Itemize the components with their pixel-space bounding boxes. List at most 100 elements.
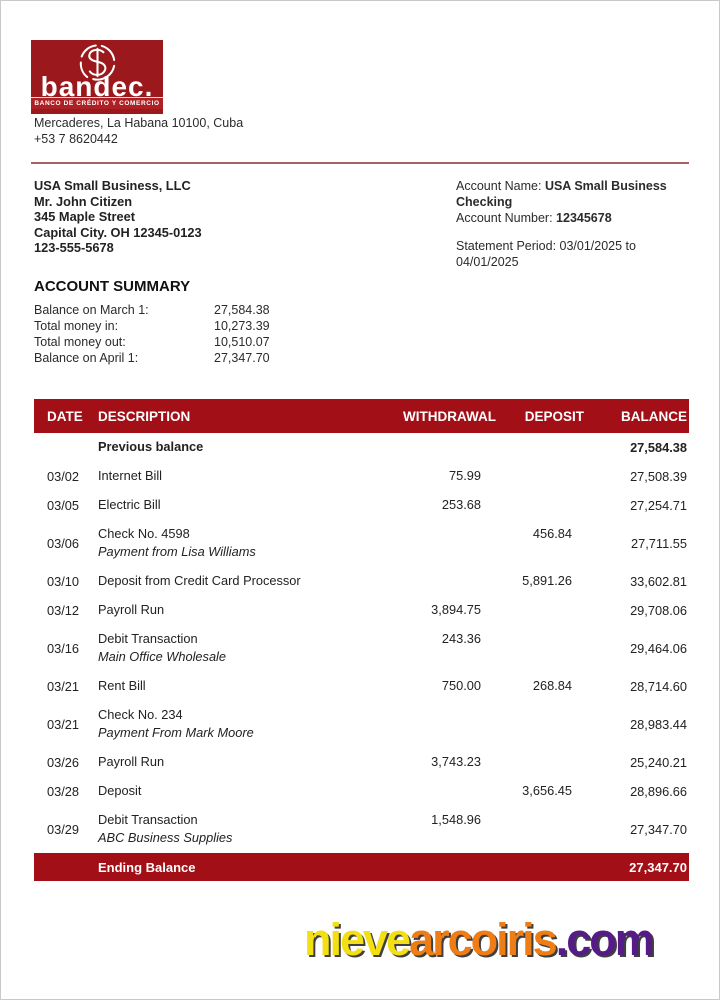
cell-balance: 27,584.38 [630, 439, 687, 455]
account-number: Account Number: 12345678 [456, 211, 612, 225]
cell-balance: 28,983.44 [630, 716, 687, 732]
transactions-header: DATE DESCRIPTION WITHDRAWAL DEPOSIT BALA… [34, 399, 689, 433]
summary-label: Balance on April 1: [34, 351, 139, 365]
cell-description-note: Main Office Wholesale [98, 649, 227, 664]
cell-deposit [496, 491, 584, 520]
cell-deposit: 3,656.45 [522, 783, 572, 798]
cell-date: 03/21 [47, 716, 80, 732]
cell-deposit: 5,891.26 [522, 573, 572, 588]
cell-description: Electric Bill [98, 497, 161, 512]
summary-value: 10,510.07 [214, 335, 270, 349]
cell-balance: 25,240.21 [630, 754, 687, 770]
cell-withdrawal: 253.68 [441, 497, 481, 512]
ending-balance-value: 27,347.70 [584, 853, 689, 881]
account-summary: Balance on March 1: 27,584.38 Total mone… [34, 302, 270, 366]
cell-date: 03/28 [47, 783, 80, 799]
cell-description: Payroll Run [98, 602, 165, 617]
cell-deposit [496, 596, 584, 625]
col-header-deposit: DEPOSIT [496, 399, 584, 433]
header-divider [31, 162, 689, 164]
cell-description: Debit Transaction Main Office Wholesale [98, 625, 366, 672]
summary-label: Total money out: [34, 335, 126, 349]
cell-date: 03/12 [47, 602, 80, 618]
cell-balance: 29,464.06 [630, 640, 687, 656]
account-info-block: Account Name: USA Small Business Checkin… [456, 178, 681, 270]
cell-balance: 29,708.06 [630, 602, 687, 618]
summary-row: Balance on April 1: 27,347.70 [34, 350, 270, 366]
bank-logo: bandec. BANCO DE CRÉDITO Y COMERCIO [31, 40, 163, 114]
table-row: 03/21 Check No. 234 Payment From Mark Mo… [34, 701, 689, 748]
table-row: 03/05 Electric Bill 253.68 27,254.71 [34, 491, 689, 520]
table-row: 03/21 Rent Bill 750.00 268.84 28,714.60 [34, 672, 689, 701]
table-row: 03/16 Debit Transaction Main Office Whol… [34, 625, 689, 672]
summary-label: Balance on March 1: [34, 303, 149, 317]
watermark-part2: arcoiris [409, 914, 558, 965]
transactions-table: DATE DESCRIPTION WITHDRAWAL DEPOSIT BALA… [34, 399, 689, 881]
summary-value: 10,273.39 [214, 319, 270, 333]
summary-row: Total money out: 10,510.07 [34, 334, 270, 350]
customer-address-line: Mr. John Citizen [34, 193, 133, 209]
cell-deposit [496, 625, 584, 672]
cell-deposit: 268.84 [532, 678, 572, 693]
table-row: 03/28 Deposit 3,656.45 28,896.66 [34, 777, 689, 806]
watermark-part1: nieve [304, 914, 411, 965]
cell-withdrawal [366, 701, 496, 748]
table-row: 03/29 Debit Transaction ABC Business Sup… [34, 806, 689, 853]
bank-phone: +53 7 8620442 [34, 132, 118, 146]
cell-description-note: Payment from Lisa Williams [98, 544, 256, 559]
cell-deposit [496, 806, 584, 853]
summary-value: 27,584.38 [214, 303, 270, 317]
cell-deposit: 456.84 [532, 526, 572, 541]
cell-description: Payroll Run [98, 754, 165, 769]
cell-withdrawal: 243.36 [441, 631, 481, 646]
cell-date: 03/29 [47, 821, 80, 837]
col-header-date: DATE [34, 399, 98, 433]
cell-balance: 33,602.81 [630, 573, 687, 589]
cell-withdrawal: 3,743.23 [431, 754, 481, 769]
summary-row: Total money in: 10,273.39 [34, 318, 270, 334]
site-watermark: nievearcoiris.com [304, 914, 655, 966]
account-name-wrap: Checking [456, 195, 513, 209]
cell-date [34, 433, 98, 462]
cell-description: Check No. 234 Payment From Mark Moore [98, 701, 366, 748]
cell-withdrawal: 3,894.75 [431, 602, 481, 617]
col-header-description: DESCRIPTION [98, 399, 366, 433]
table-row: Previous balance 27,584.38 [34, 433, 689, 462]
cell-deposit [496, 433, 584, 462]
cell-balance: 27,254.71 [630, 497, 687, 513]
col-header-balance: BALANCE [584, 399, 689, 433]
cell-description: Deposit [98, 783, 142, 798]
cell-balance: 27,711.55 [631, 535, 687, 551]
col-header-withdrawal: WITHDRAWAL [366, 399, 496, 433]
cell-balance: 27,508.39 [630, 468, 687, 484]
cell-withdrawal: 750.00 [441, 678, 481, 693]
cell-withdrawal: 75.99 [448, 468, 481, 483]
customer-address-line: Capital City. OH 12345-0123 [34, 224, 202, 240]
cell-deposit [496, 462, 584, 491]
cell-date: 03/16 [47, 640, 80, 656]
customer-address-block: USA Small Business, LLC Mr. John Citizen 3… [34, 178, 202, 256]
customer-address-line: 123-555-5678 [34, 240, 114, 256]
cell-date: 03/21 [47, 678, 80, 694]
bandec-emblem-icon [79, 44, 115, 81]
cell-withdrawal: 1,548.96 [431, 812, 481, 827]
cell-date: 03/26 [47, 754, 80, 770]
cell-balance: 27,347.70 [630, 821, 687, 837]
cell-description: Deposit from Credit Card Processor [98, 573, 301, 588]
cell-description: Previous balance [98, 439, 204, 454]
table-row: 03/12 Payroll Run 3,894.75 29,708.06 [34, 596, 689, 625]
cell-description: Internet Bill [98, 468, 163, 483]
bank-address-line1: Mercaderes, La Habana 10100, Cuba [34, 116, 244, 130]
cell-description-note: Payment From Mark Moore [98, 725, 254, 740]
cell-date: 03/02 [47, 468, 80, 484]
table-row: 03/02 Internet Bill 75.99 27,508.39 [34, 462, 689, 491]
cell-balance: 28,896.66 [630, 783, 687, 799]
bank-name: bandec. [40, 71, 154, 102]
summary-label: Total money in: [34, 319, 119, 333]
bank-tagline: BANCO DE CRÉDITO Y COMERCIO [31, 97, 163, 109]
transactions-body: Previous balance 27,584.38 03/02 Interne… [34, 433, 689, 853]
cell-withdrawal [366, 567, 496, 596]
account-name: Account Name: USA Small Business [456, 179, 667, 193]
cell-description: Rent Bill [98, 678, 146, 693]
